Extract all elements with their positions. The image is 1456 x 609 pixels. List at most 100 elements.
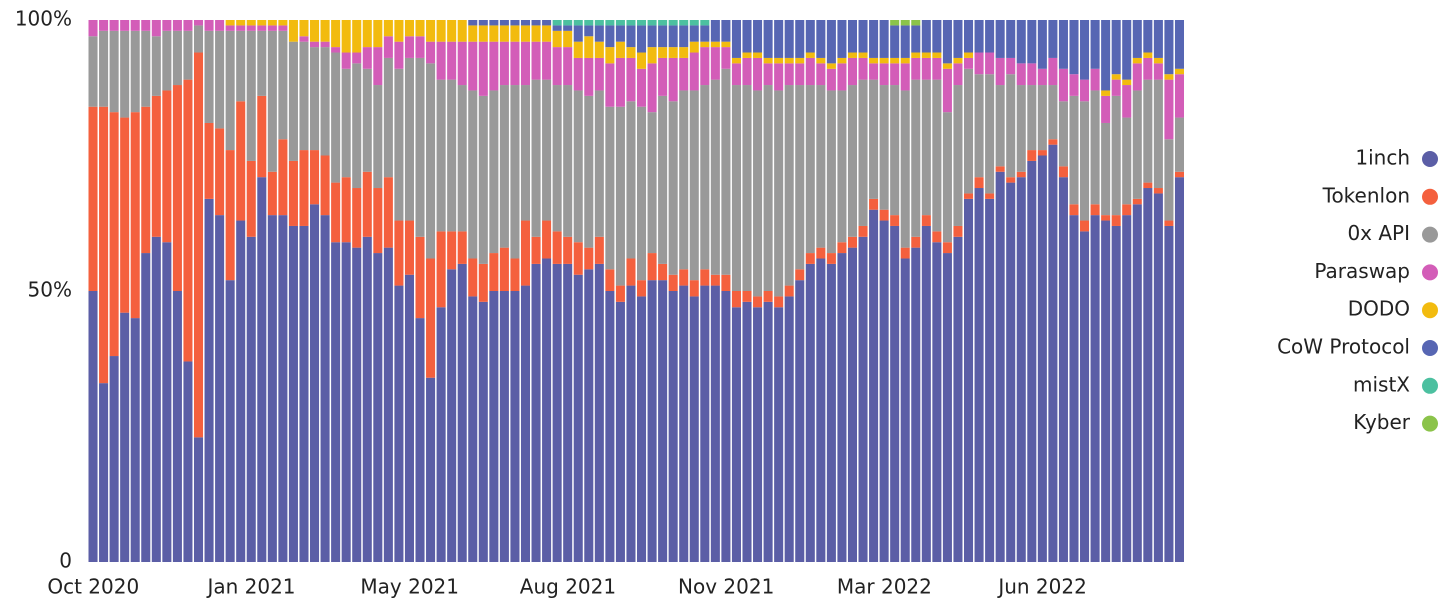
bar-segment <box>900 247 910 259</box>
bar-segment <box>563 25 573 31</box>
bar-segment <box>742 301 752 562</box>
bar-segment <box>1101 20 1111 91</box>
bar-segment <box>953 63 963 86</box>
bar-segment <box>278 30 288 140</box>
bar-segment <box>552 263 562 562</box>
bar-segment <box>151 36 161 96</box>
bar-segment <box>679 47 689 58</box>
bar-segment <box>552 25 562 31</box>
bar-segment <box>299 150 309 226</box>
bar-segment <box>784 20 794 58</box>
bar-segment <box>826 20 836 64</box>
bar-segment <box>246 236 256 563</box>
bar-segment <box>1006 182 1016 562</box>
legend-marker <box>1422 226 1438 243</box>
bar-segment <box>99 20 109 31</box>
bar-segment <box>299 225 309 562</box>
bar-segment <box>1101 122 1111 216</box>
bar-segment <box>1090 68 1100 91</box>
bar-segment <box>1090 215 1100 562</box>
bar-segment <box>404 220 414 275</box>
bar-segment <box>615 106 625 286</box>
bar-segment <box>1153 20 1163 58</box>
bar-segment <box>120 20 130 31</box>
bar-segment <box>1101 220 1111 563</box>
bar-segment <box>394 220 404 286</box>
bar-segment <box>847 20 858 53</box>
bar-segment <box>320 20 330 42</box>
bar-segment <box>130 20 140 31</box>
bar-segment <box>267 215 277 562</box>
bar-segment <box>658 280 668 562</box>
bar-segment <box>542 220 552 259</box>
bar-segment <box>710 41 720 48</box>
bar-segment <box>341 20 351 53</box>
bar-segment <box>953 236 963 563</box>
bar-segment <box>1122 204 1132 216</box>
bar-segment <box>489 253 499 291</box>
bar-segment <box>278 139 288 216</box>
bar-segment <box>151 95 161 237</box>
bar-segment <box>120 117 130 313</box>
bar-segment <box>246 30 256 161</box>
bar-segment <box>1016 177 1026 562</box>
bar-segment <box>1058 166 1068 178</box>
bar-segment <box>911 52 921 58</box>
bar-segment <box>668 20 678 26</box>
bar-segment <box>457 263 467 562</box>
bar-segment <box>763 63 773 86</box>
bar-segment <box>710 285 720 562</box>
bar-segment <box>447 231 457 270</box>
bar-segment <box>647 253 657 281</box>
bar-segment <box>172 30 182 86</box>
bar-segment <box>352 52 362 64</box>
bar-segment <box>394 285 404 562</box>
bar-segment <box>816 247 826 259</box>
bar-segment <box>1122 79 1132 86</box>
bar-segment <box>890 57 900 64</box>
bar-segment <box>1027 63 1037 86</box>
bar-segment <box>911 79 921 237</box>
bar-segment <box>172 291 182 562</box>
bar-segment <box>1122 117 1132 205</box>
bar-segment <box>563 30 573 48</box>
bar-segment <box>531 263 541 562</box>
bar-segment <box>573 90 583 243</box>
bar-segment <box>805 253 815 264</box>
bar-segment <box>890 63 900 86</box>
bar-segment <box>721 274 731 291</box>
y-tick-label: 50% <box>28 278 72 302</box>
bar-segment <box>331 242 341 562</box>
bar-segment <box>130 30 140 113</box>
legend-label: mistX <box>1353 372 1410 396</box>
bar-segment <box>858 57 868 80</box>
bar-segment <box>478 41 488 96</box>
bar-segment <box>900 258 910 562</box>
bar-segment <box>689 25 699 42</box>
bar-segment <box>921 20 931 53</box>
bar-segment <box>879 220 889 563</box>
legend-marker <box>1422 377 1438 394</box>
bar-segment <box>974 188 984 562</box>
bar-segment <box>257 95 267 178</box>
bar-segment <box>837 63 847 91</box>
bar-segment <box>900 25 910 58</box>
bar-segment <box>510 85 520 259</box>
bar-segment <box>953 57 963 64</box>
bar-segment <box>99 30 109 107</box>
bar-segment <box>911 57 921 80</box>
bar-segment <box>995 20 1005 58</box>
bar-segment <box>879 20 889 58</box>
bar-segment <box>942 20 952 64</box>
bar-segment <box>911 25 921 53</box>
bar-segment <box>120 30 130 118</box>
bar-segment <box>331 182 341 243</box>
bar-segment <box>689 90 699 281</box>
bar-segment <box>774 307 784 562</box>
bar-segment <box>626 57 636 102</box>
bar-segment <box>288 160 298 226</box>
bar-segment <box>394 68 404 221</box>
bar-segment <box>225 150 235 281</box>
bar-segment <box>753 90 763 297</box>
bar-segment <box>542 79 552 221</box>
